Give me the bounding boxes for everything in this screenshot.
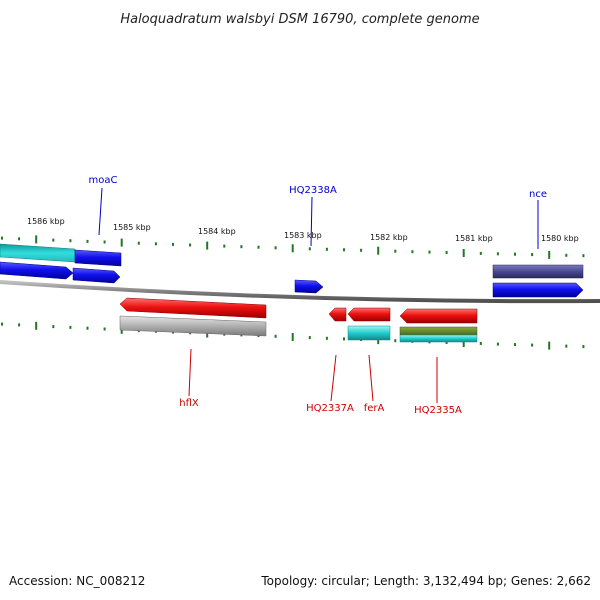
gene-arrow-fera[interactable] — [347, 307, 391, 322]
gene-label-nce[interactable]: nce — [529, 189, 547, 200]
cds-feature-cyan[interactable] — [347, 325, 391, 341]
scale-label-1586: 1586 kbp — [27, 217, 65, 226]
genome-backbone — [0, 280, 600, 304]
gene-arrow-hq2337a[interactable] — [328, 307, 347, 322]
scale-label-1584: 1584 kbp — [198, 227, 236, 236]
cds-feature-cyan-2[interactable] — [399, 334, 478, 343]
gene-arrow-hq2338a[interactable] — [294, 279, 324, 294]
genome-summary-text: Topology: circular; Length: 3,132,494 bp… — [260, 574, 591, 588]
gene-label-fera[interactable]: ferA — [364, 403, 385, 414]
accession-text: Accession: NC_008212 — [9, 574, 145, 588]
scale-label-1581: 1581 kbp — [455, 234, 493, 243]
outer-tick-ring — [1, 235, 585, 259]
cds-feature-navy[interactable] — [492, 264, 584, 279]
gene-label-hq2338a[interactable]: HQ2338A — [289, 185, 337, 196]
gene-label-moac[interactable]: moaC — [89, 175, 118, 186]
gene-arrow-moac[interactable] — [74, 249, 122, 267]
leader-hq2337a — [330, 354, 337, 402]
scale-label-1582: 1582 kbp — [370, 233, 408, 242]
gene-arrow-nce[interactable] — [492, 282, 584, 298]
gene-label-hflx[interactable]: hflX — [179, 398, 199, 409]
scale-label-1585: 1585 kbp — [113, 223, 151, 232]
cds-feature-olive[interactable] — [399, 326, 478, 336]
leader-hflx — [188, 348, 192, 397]
gene-arrow-hflx[interactable] — [119, 297, 267, 319]
cds-feature-grey[interactable] — [119, 315, 267, 337]
leader-moac — [98, 187, 103, 236]
gene-arrow-left-1[interactable] — [0, 261, 74, 280]
gene-label-hq2337a[interactable]: HQ2337A — [306, 403, 354, 414]
scale-labels: 1586 kbp 1585 kbp 1584 kbp 1583 kbp 1582… — [27, 217, 579, 243]
scale-label-1583: 1583 kbp — [284, 231, 322, 240]
reverse-strand-features — [119, 297, 478, 343]
map-title: Haloquadratum walsbyi DSM 16790, complet… — [120, 12, 479, 27]
gene-label-hq2335a[interactable]: HQ2335A — [414, 405, 462, 416]
forward-strand-features — [0, 243, 584, 298]
inner-tick-ring — [1, 321, 585, 350]
scale-label-1580: 1580 kbp — [541, 234, 579, 243]
label-leaders — [98, 187, 539, 403]
leader-hq2338a — [310, 196, 313, 247]
leader-fera — [368, 354, 374, 402]
gene-arrow-left-2[interactable] — [72, 267, 121, 284]
cds-feature-teal[interactable] — [0, 243, 76, 263]
gene-arrow-hq2335a[interactable] — [399, 308, 478, 324]
gene-labels: moaC HQ2338A nce hflX HQ2337A ferA HQ233… — [89, 175, 547, 416]
